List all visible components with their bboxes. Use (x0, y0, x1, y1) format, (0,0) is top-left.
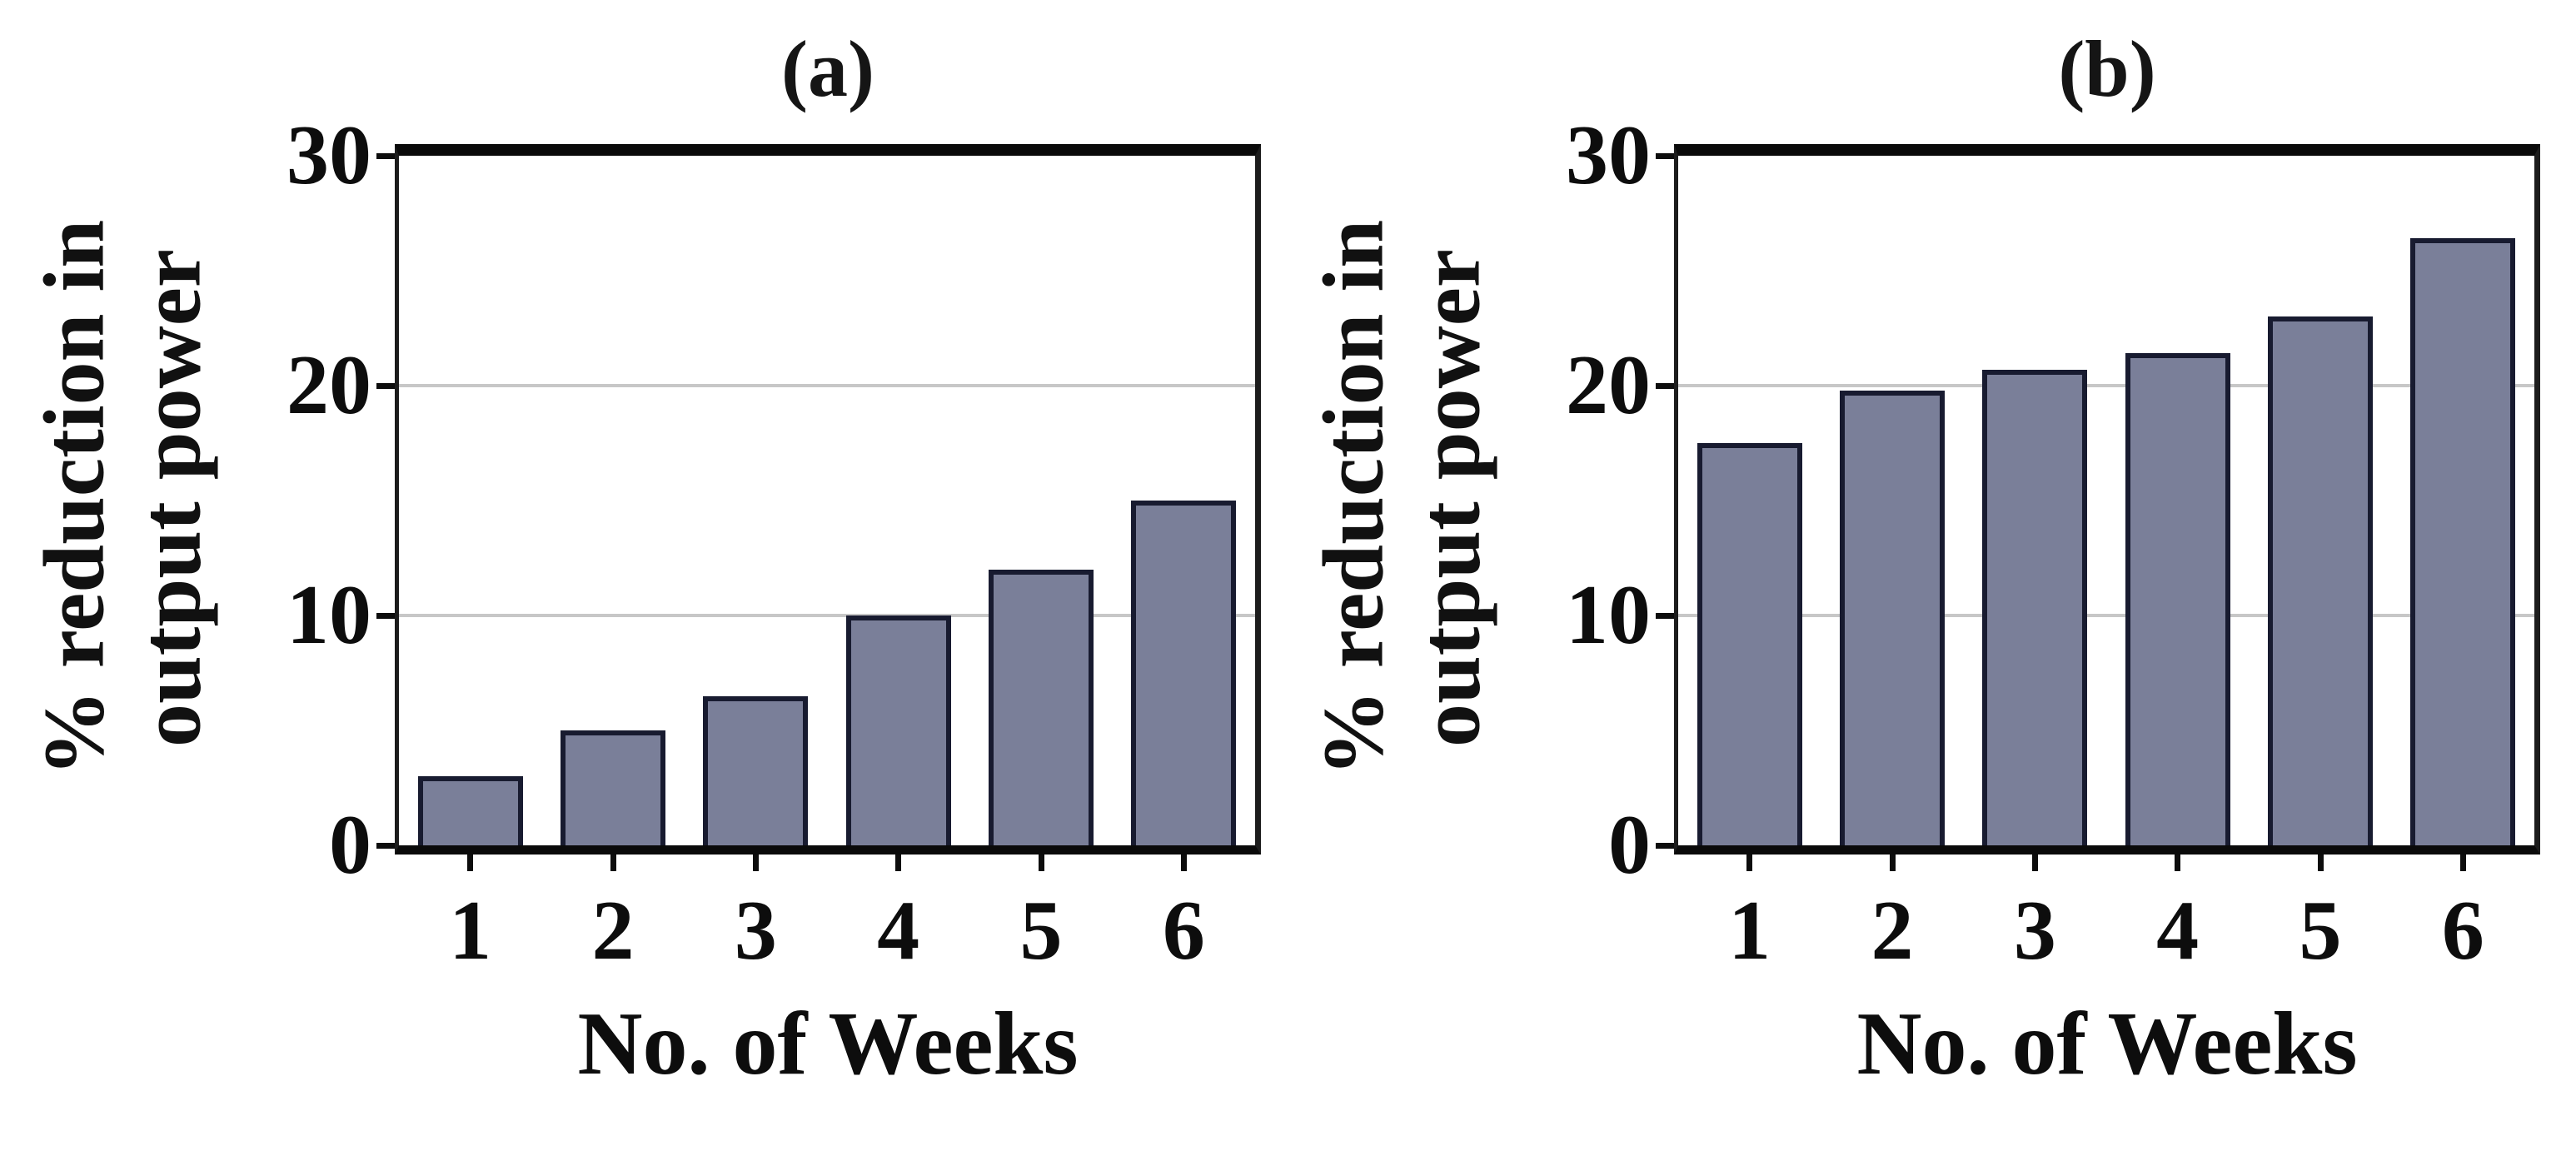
panel-a-x-axis-label: No. of Weeks (577, 994, 1079, 1094)
y-tick-mark-10 (376, 613, 395, 619)
x-tick-mark-4 (895, 855, 902, 871)
y-tick-label-30: 30 (1566, 108, 1651, 202)
bar-week-1 (417, 776, 523, 845)
panel-b-x-axis-label: No. of Weeks (1856, 994, 2358, 1094)
gridline-10 (1678, 614, 2534, 617)
y-tick-mark-20 (1656, 383, 1674, 389)
y-tick-mark-30 (1656, 153, 1674, 159)
panel-b-y-axis-label-line2: output power (1402, 248, 1498, 748)
y-tick-mark-10 (1656, 613, 1674, 619)
x-tick-label-4: 4 (2156, 884, 2200, 978)
bar-week-2 (561, 730, 665, 845)
bar-week-4 (2125, 353, 2230, 845)
bar-week-5 (2268, 316, 2373, 845)
x-tick-label-2: 2 (1871, 884, 1914, 978)
y-tick-label-20: 20 (1566, 338, 1651, 432)
panel-a-y-axis-label-line1: % reduction in (26, 219, 122, 777)
panel-a-y-axis-label-line2: output power (122, 248, 219, 748)
panel-b-title: (b) (2058, 24, 2156, 113)
y-tick-label-30: 30 (286, 108, 371, 202)
x-tick-label-5: 5 (2299, 884, 2342, 978)
x-tick-mark-6 (2459, 855, 2466, 871)
bar-week-2 (1840, 390, 1945, 845)
x-tick-mark-3 (752, 855, 759, 871)
y-tick-label-0: 0 (329, 798, 371, 892)
panel-a-y-axis-label: % reduction in output power (27, 143, 223, 854)
x-tick-label-3: 3 (2013, 884, 2056, 978)
gridline-10 (399, 614, 1255, 617)
panel-b-y-axis-label-line1: % reduction in (1305, 219, 1402, 777)
x-tick-mark-6 (1180, 855, 1187, 871)
x-tick-label-1: 1 (449, 884, 492, 978)
x-tick-mark-3 (2031, 855, 2038, 871)
gridline-20 (399, 384, 1255, 387)
bar-week-1 (1697, 443, 1802, 845)
panel-b-y-axis-label: % reduction in output power (1306, 143, 1502, 854)
panel-a-plot-area (395, 144, 1261, 855)
bar-week-5 (989, 569, 1094, 845)
x-tick-mark-4 (2175, 855, 2181, 871)
x-tick-mark-2 (1889, 855, 1896, 871)
x-tick-mark-5 (1038, 855, 1044, 871)
x-tick-label-6: 6 (2441, 884, 2484, 978)
y-tick-mark-20 (376, 383, 395, 389)
x-tick-label-1: 1 (1728, 884, 1771, 978)
y-tick-mark-0 (1656, 843, 1674, 849)
x-tick-mark-2 (610, 855, 616, 871)
x-tick-mark-1 (1746, 855, 1753, 871)
panel-a-title: (a) (781, 24, 874, 113)
panel-b-plot-area (1674, 144, 2540, 855)
bar-week-3 (1982, 369, 2088, 845)
x-tick-label-6: 6 (1162, 884, 1205, 978)
y-tick-mark-0 (376, 843, 395, 849)
y-tick-label-10: 10 (1566, 568, 1651, 662)
y-tick-label-0: 0 (1608, 798, 1651, 892)
y-tick-mark-30 (376, 153, 395, 159)
gridline-20 (1678, 384, 2534, 387)
y-tick-label-20: 20 (286, 338, 371, 432)
x-tick-label-4: 4 (877, 884, 920, 978)
x-tick-label-5: 5 (1019, 884, 1063, 978)
bar-week-3 (703, 695, 809, 845)
x-tick-mark-1 (467, 855, 474, 871)
x-tick-mark-5 (2317, 855, 2324, 871)
x-tick-label-2: 2 (591, 884, 635, 978)
y-tick-label-10: 10 (286, 568, 371, 662)
panel-a: (a) % reduction in output power 30 20 10 0 1… (27, 24, 1261, 1094)
bar-week-6 (1131, 501, 1237, 845)
x-tick-label-3: 3 (734, 884, 777, 978)
bar-week-6 (2410, 238, 2516, 845)
bar-week-4 (845, 615, 951, 845)
panel-b: (b) % reduction in output power 30 20 10 0 1… (1279, 0, 2576, 1156)
